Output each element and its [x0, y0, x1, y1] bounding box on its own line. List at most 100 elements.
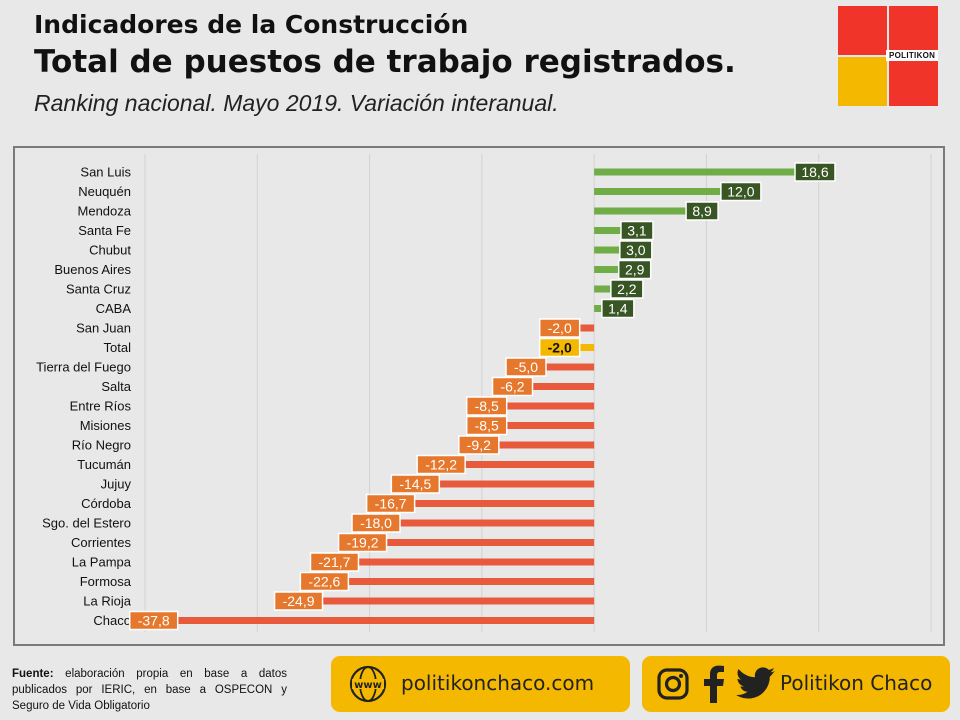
- data-label: -8,5: [475, 398, 499, 414]
- data-label-box: [610, 279, 644, 299]
- bar: [169, 617, 595, 624]
- data-label-box: [538, 337, 581, 358]
- source-note: Fuente: elaboración propia en base a dat…: [12, 666, 287, 714]
- bar: [314, 597, 595, 605]
- data-label-box: [465, 396, 508, 416]
- data-label-box: [619, 240, 653, 260]
- category-label: San Luis: [80, 165, 131, 180]
- category-label: La Rioja: [83, 594, 131, 609]
- logo-square-bottom-left: [838, 57, 887, 106]
- category-label: Tierra del Fuego: [36, 360, 131, 375]
- data-label-box: [685, 201, 719, 221]
- category-label: Total: [104, 340, 132, 355]
- source-label: Fuente:: [12, 668, 54, 680]
- data-label: -16,7: [375, 496, 407, 512]
- bar: [594, 266, 627, 273]
- chart-title: Total de puestos de trabajo registrados.: [34, 44, 736, 80]
- data-label-box: [617, 259, 652, 280]
- category-label: Neuquén: [78, 184, 131, 199]
- data-label-box: [365, 493, 416, 514]
- data-label-box: [299, 571, 350, 592]
- data-label-box: [273, 591, 324, 611]
- website-banner[interactable]: www politikonchaco.com: [331, 656, 630, 712]
- category-label: CABA: [96, 301, 132, 316]
- data-label: 3,0: [626, 242, 646, 258]
- twitter-icon[interactable]: [736, 667, 776, 701]
- bar: [538, 363, 595, 371]
- category-label: Corrientes: [71, 535, 131, 550]
- category-label: Córdoba: [81, 496, 132, 511]
- bar: [498, 402, 595, 410]
- category-label: Santa Cruz: [66, 282, 131, 297]
- data-label-box: [720, 181, 762, 202]
- category-label: Santa Fe: [78, 223, 131, 238]
- bar: [392, 519, 595, 527]
- data-label: 1,4: [608, 301, 628, 317]
- politikon-logo: POLITIKON: [838, 6, 941, 108]
- category-label: Chubut: [89, 243, 131, 258]
- bar: [594, 246, 628, 254]
- data-label-box: [309, 552, 360, 572]
- logo-square-bottom-right: [889, 57, 938, 106]
- social-banner[interactable]: Politikon Chaco: [642, 656, 950, 712]
- data-label-box: [128, 610, 179, 631]
- bar: [457, 461, 595, 468]
- chart-subtitle: Ranking nacional. Mayo 2019. Variación i…: [34, 90, 559, 116]
- instagram-icon[interactable]: [656, 667, 690, 701]
- bar-chart: San Luis 18,6 Neuquén 12,0 Mendoza 8,9 Santa F…: [36, 154, 932, 632]
- svg-text:www: www: [354, 680, 382, 691]
- data-label: -12,2: [425, 457, 457, 473]
- data-label: -2,0: [548, 340, 572, 356]
- data-label-box: [601, 298, 635, 319]
- category-label: Salta: [101, 379, 131, 394]
- data-label: -14,5: [399, 476, 431, 492]
- data-label-box: [794, 162, 836, 182]
- data-label: -8,5: [475, 418, 499, 434]
- data-label: -5,0: [514, 359, 538, 375]
- bar: [406, 500, 595, 507]
- data-label-box: [458, 435, 500, 455]
- category-label: Chaco: [93, 613, 131, 628]
- facebook-icon[interactable]: [702, 665, 726, 703]
- category-label: Misiones: [80, 418, 132, 433]
- data-label-box: [538, 318, 581, 338]
- category-label: Tucumán: [77, 457, 131, 472]
- social-handle[interactable]: Politikon Chaco: [780, 671, 933, 695]
- data-label-box: [491, 376, 534, 397]
- bar: [378, 539, 595, 546]
- www-globe-icon: www: [349, 665, 387, 703]
- bar: [594, 285, 619, 293]
- bar: [594, 207, 695, 215]
- data-label: -19,2: [347, 535, 379, 551]
- data-label: 2,2: [617, 281, 637, 297]
- data-label: 12,0: [727, 184, 754, 200]
- data-label: 8,9: [692, 203, 712, 219]
- logo-square-top-right: [889, 6, 938, 55]
- data-label-box: [505, 357, 547, 377]
- website-link[interactable]: politikonchaco.com: [401, 671, 595, 695]
- category-label: Entre Ríos: [70, 399, 132, 414]
- bar: [594, 227, 629, 234]
- bar: [431, 480, 595, 488]
- bar: [594, 168, 803, 176]
- chart-area: San Luis 18,6 Neuquén 12,0 Mendoza 8,9 Santa F…: [13, 146, 945, 646]
- category-label: Buenos Aires: [54, 262, 131, 277]
- data-label: -6,2: [500, 379, 524, 395]
- data-label: -2,0: [548, 320, 572, 336]
- chart-supertitle: Indicadores de la Construcción: [34, 10, 469, 39]
- data-label: -21,7: [319, 554, 351, 570]
- category-label: Jujuy: [101, 477, 132, 492]
- bar: [524, 383, 595, 390]
- category-label: La Pampa: [72, 555, 132, 570]
- data-label: -9,2: [467, 437, 491, 453]
- bar: [498, 422, 595, 429]
- data-label: 18,6: [801, 164, 828, 180]
- logo-square-top-left: [838, 6, 887, 55]
- data-label: -22,6: [308, 574, 340, 590]
- data-label: 2,9: [625, 262, 645, 278]
- category-label: Río Negro: [72, 438, 131, 453]
- data-label-box: [337, 532, 388, 553]
- category-label: Formosa: [80, 574, 132, 589]
- source-text: elaboración propia en base a datos publi…: [12, 668, 287, 712]
- category-label: Sgo. del Estero: [42, 516, 131, 531]
